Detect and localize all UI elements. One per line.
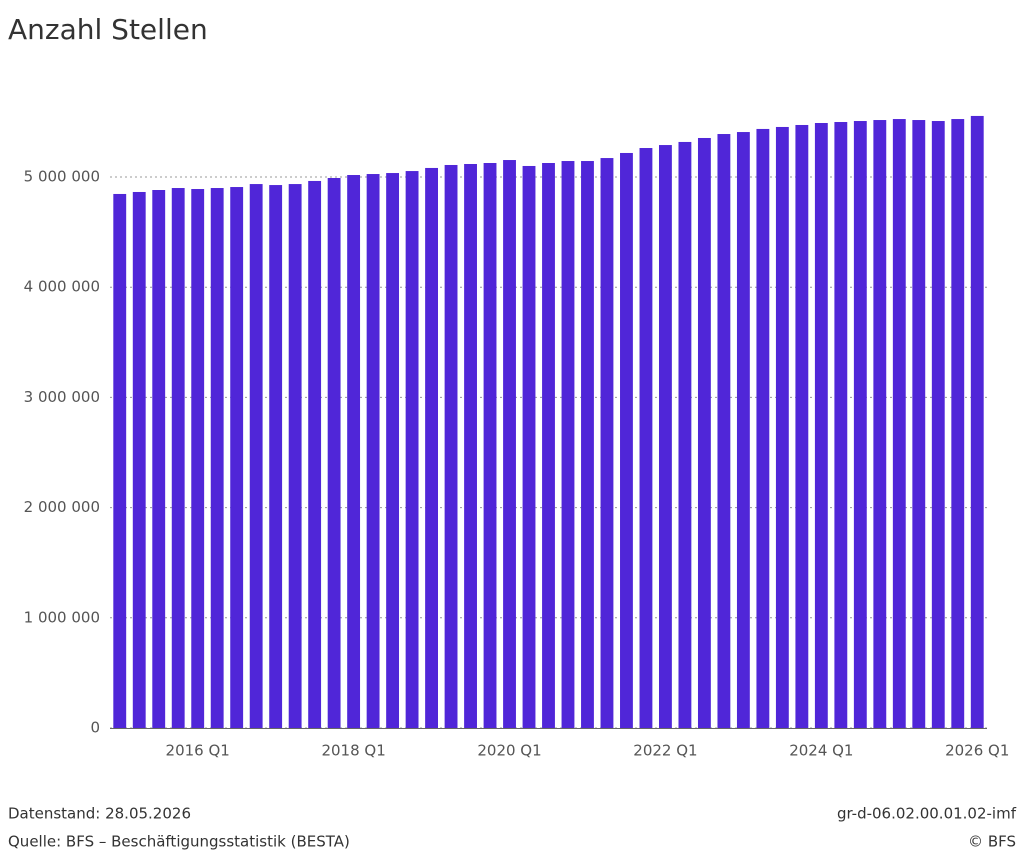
x-tick-label: 2024 Q1 [789,742,853,760]
bar [814,123,828,728]
y-tick-label: 5 000 000 [24,168,100,186]
bar [249,184,263,728]
bar [873,120,887,728]
bar [639,148,653,728]
bar [600,158,614,728]
bar [542,163,555,729]
bar [230,187,244,728]
bar [678,141,692,728]
bar [210,188,224,728]
footer-id: gr-d-06.02.00.01.02-imf [837,805,1017,823]
y-tick-label: 2 000 000 [24,498,100,516]
y-tick-label: 1 000 000 [24,608,100,626]
bar [620,152,633,729]
bar [483,163,497,729]
x-tick-label: 2016 Q1 [166,742,230,760]
bar [503,160,516,729]
bar [970,115,984,728]
bar [171,188,185,728]
bar [444,164,458,728]
bar [951,119,965,729]
chart-title: Anzahl Stellen [8,13,208,46]
footer-source: Quelle: BFS – Beschäftigungsstatistik (B… [8,833,350,851]
bar [327,177,341,728]
bar [892,119,906,729]
bar [775,126,789,729]
y-tick-label: 0 [90,719,100,737]
bar [795,124,809,729]
bar [288,184,302,728]
x-tick-label: 2026 Q1 [945,742,1009,760]
footer-copyright: © BFS [968,833,1016,851]
y-tick-label: 4 000 000 [24,278,100,296]
bar [659,145,672,729]
bar [697,137,711,728]
bar [717,134,731,729]
bar [386,173,400,728]
y-tick-label: 3 000 000 [24,388,100,406]
x-tick-label: 2022 Q1 [633,742,697,760]
bar [113,193,127,728]
x-tick-label: 2018 Q1 [321,742,385,760]
bar [912,120,926,728]
bar [366,174,380,728]
bar [581,161,594,728]
bar [347,175,361,728]
x-tick-label: 2020 Q1 [477,742,541,760]
footer-date: Datenstand: 28.05.2026 [8,805,191,823]
bar [561,161,575,728]
bar [425,167,438,728]
bar [464,163,477,728]
bar [853,121,867,728]
bar [191,189,205,729]
bar [308,180,322,729]
bar [736,132,750,729]
bar [834,122,848,729]
bar [152,190,166,728]
bar [756,128,770,728]
bar [132,191,146,729]
bar [269,185,283,728]
bar [405,171,419,728]
bar [931,121,945,728]
bar [522,165,536,729]
